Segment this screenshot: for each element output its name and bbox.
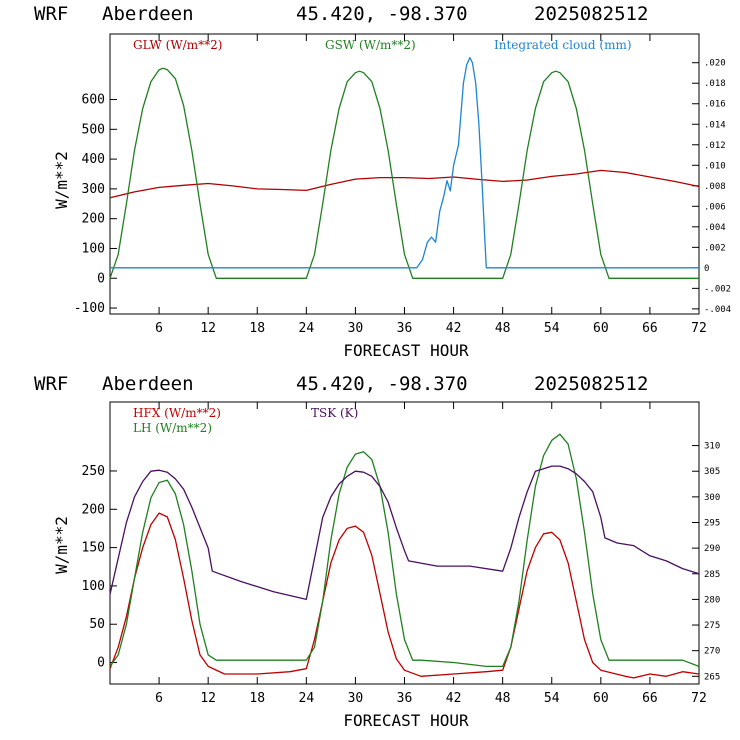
bottom-y-tick-label: 250 [82, 464, 105, 479]
top-x-tick-label: 42 [446, 321, 462, 336]
bottom-y2-tick-label: 270 [704, 647, 720, 657]
top-x-tick-label: 72 [691, 321, 707, 336]
top-series-gsw-line [109, 67, 699, 279]
bottom-x-tick-label: 42 [446, 691, 462, 706]
bottom-y2-tick-label: 295 [704, 518, 720, 528]
top-y2-tick-label: -.004 [704, 305, 731, 315]
bottom-header-station: Aberdeen [102, 373, 194, 395]
top-y2-tick-label: .020 [704, 59, 726, 69]
bottom-y2-tick-label: 265 [704, 672, 720, 682]
bottom-y-tick-label: 200 [82, 502, 105, 517]
bottom-x-tick-label: 36 [397, 691, 413, 706]
top-x-tick-label: 36 [397, 321, 413, 336]
top-x-tick-label: 12 [200, 321, 216, 336]
bottom-y2-tick-label: 310 [704, 442, 720, 452]
bottom-x-tick-label: 24 [299, 691, 315, 706]
bottom-y-tick-label: 0 [97, 656, 105, 671]
top-y2-tick-label: .018 [704, 79, 726, 89]
top-y2-tick-label: .014 [704, 120, 726, 130]
bottom-x-tick-label: 48 [495, 691, 511, 706]
bottom-x-tick-label: 30 [348, 691, 364, 706]
bottom-x-tick-label: 12 [200, 691, 216, 706]
top-series-glw-line [109, 169, 700, 199]
top-header-coords: 45.420, -98.370 [296, 3, 468, 25]
bottom-y2-tick-label: 280 [704, 595, 720, 605]
top-y-tick-label: 500 [82, 122, 105, 137]
top-y2-tick-label: .008 [704, 182, 726, 192]
top-y-tick-label: 0 [97, 271, 105, 286]
bottom-y-tick-label: 50 [89, 617, 105, 632]
top-x-tick-label: 60 [593, 321, 609, 336]
top-x-axis-label: FORECAST HOUR [343, 341, 469, 360]
bottom-legend: HFX (W/m**2) LH (W/m**2) TSK (K) [133, 406, 358, 435]
bottom-y-tick-label: 150 [82, 541, 105, 556]
top-plot-area: 6 12 18 24 30 36 42 48 54 60 66 72 -100 0 100 200 300 400… [74, 34, 731, 336]
bottom-x-tick-label: 54 [544, 691, 560, 706]
legend-tsk: TSK (K) [311, 406, 358, 420]
top-y2-tick-label: .010 [704, 161, 726, 171]
top-y2-tick-label: .002 [704, 243, 726, 253]
bottom-series-hfx-line [109, 512, 700, 679]
top-y-tick-label: 300 [82, 182, 105, 197]
bottom-y-axis-label: W/m**2 [52, 516, 71, 574]
bottom-header: WRF Aberdeen 45.420, -98.370 2025082512 [34, 373, 648, 395]
legend-integrated-cloud: Integrated cloud (mm) [494, 38, 632, 52]
bottom-series-lh-line [109, 433, 700, 668]
bottom-x-tick-label: 72 [691, 691, 707, 706]
bottom-x-tick-label: 6 [155, 691, 163, 706]
bottom-x-axis-label: FORECAST HOUR [343, 711, 469, 730]
top-x-tick-label: 6 [155, 321, 163, 336]
top-header: WRF Aberdeen 45.420, -98.370 2025082512 [34, 3, 648, 25]
top-y2-tick-label: 0 [704, 264, 709, 274]
top-y2-tick-label: .004 [704, 223, 726, 233]
top-series-integrated-line [110, 56, 699, 269]
top-y-axis-label: W/m**2 [52, 151, 71, 209]
bottom-series-tsk-line [109, 465, 700, 601]
legend-gsw: GSW (W/m**2) [325, 38, 416, 52]
top-x-tick-label: 66 [642, 321, 658, 336]
bottom-header-coords: 45.420, -98.370 [296, 373, 468, 395]
top-header-station: Aberdeen [102, 3, 194, 25]
bottom-x-tick-label: 66 [642, 691, 658, 706]
bottom-y2-tick-label: 300 [704, 493, 720, 503]
top-y-tick-label: 400 [82, 152, 105, 167]
bottom-y2-tick-label: 305 [704, 467, 720, 477]
top-x-tick-label: 48 [495, 321, 511, 336]
bottom-y2-tick-label: 275 [704, 621, 720, 631]
top-y-tick-label: 600 [82, 93, 105, 108]
top-y2-tick-label: .006 [704, 202, 726, 212]
top-header-model: WRF [34, 3, 68, 25]
top-x-tick-label: 54 [544, 321, 560, 336]
top-y-tick-label: 200 [82, 212, 105, 227]
top-x-tick-label: 30 [348, 321, 364, 336]
bottom-x-tick-label: 60 [593, 691, 609, 706]
bottom-header-model: WRF [34, 373, 68, 395]
top-legend: GLW (W/m**2) GSW (W/m**2) Integrated clo… [133, 38, 632, 52]
top-x-tick-label: 24 [299, 321, 315, 336]
bottom-y2-tick-label: 285 [704, 570, 720, 580]
top-y2-tick-label: -.002 [704, 284, 731, 294]
bottom-plot-frame [109, 401, 700, 685]
bottom-x-tick-label: 18 [249, 691, 265, 706]
legend-hfx: HFX (W/m**2) [133, 406, 221, 420]
bottom-y-tick-label: 100 [82, 579, 105, 594]
top-y-tick-label: -100 [74, 301, 105, 316]
top-plot-frame [109, 33, 700, 315]
top-x-tick-label: 18 [249, 321, 265, 336]
bottom-header-init: 2025082512 [534, 373, 648, 395]
legend-lh: LH (W/m**2) [133, 421, 212, 435]
top-y-tick-label: 100 [82, 241, 105, 256]
bottom-plot-area: 6 12 18 24 30 36 42 48 54 60 66 72 0 50 100 150 200 250 26… [82, 402, 720, 706]
bottom-y2-tick-label: 290 [704, 544, 720, 554]
legend-glw: GLW (W/m**2) [133, 38, 222, 52]
top-header-init: 2025082512 [534, 3, 648, 25]
top-y2-tick-label: .016 [704, 100, 726, 110]
top-y2-tick-label: .012 [704, 141, 726, 151]
